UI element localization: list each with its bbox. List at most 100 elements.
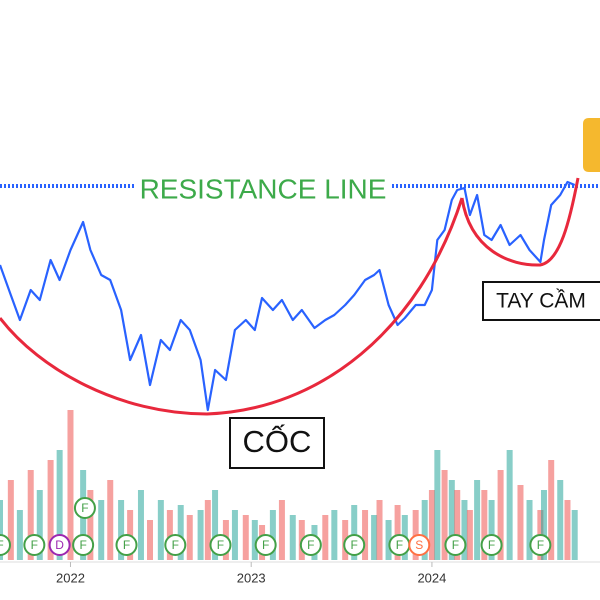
volume-bar	[118, 500, 125, 560]
volume-bar	[47, 460, 54, 560]
event-label: F	[79, 538, 86, 552]
event-badge	[444, 534, 467, 556]
volume-bar	[557, 480, 564, 560]
volume-bar	[540, 490, 547, 560]
event-label: F	[351, 538, 358, 552]
volume-bar	[16, 510, 23, 560]
volume-bar	[197, 510, 204, 560]
event-badge	[408, 534, 431, 556]
volume-bar	[441, 470, 448, 560]
volume-bar	[571, 510, 578, 560]
volume-bar	[428, 490, 435, 560]
volume-bar	[242, 515, 249, 560]
volume-bar	[331, 510, 338, 560]
volume-bar	[212, 490, 219, 560]
volume-bar	[461, 500, 468, 560]
volume-bar	[526, 500, 533, 560]
volume-bar	[474, 480, 481, 560]
volume-bar	[488, 500, 495, 560]
volume-bar	[448, 480, 455, 560]
volume-bar	[107, 480, 114, 560]
volume-bar	[517, 485, 524, 560]
event-badge	[72, 534, 95, 556]
event-badge	[480, 534, 503, 556]
volume-bar	[564, 500, 571, 560]
volume-bar	[278, 500, 285, 560]
price-line	[0, 180, 576, 412]
event-label: F	[452, 538, 459, 552]
volume-bar	[421, 500, 428, 560]
volume-bar	[289, 515, 296, 560]
volume-bar	[351, 505, 358, 560]
event-label: F	[123, 538, 130, 552]
volume-bar	[322, 515, 329, 560]
volume-bar	[269, 510, 276, 560]
callout-bubble	[583, 118, 600, 172]
volume-bar	[204, 500, 211, 560]
event-badge	[299, 534, 322, 556]
x-tick-label: 2022	[56, 570, 85, 585]
event-label: F	[81, 501, 88, 515]
cup-box	[229, 417, 325, 469]
x-axis-band	[0, 562, 600, 600]
x-tick-label: 2024	[417, 570, 446, 585]
volume-bar	[137, 490, 144, 560]
event-label: F	[537, 538, 544, 552]
event-badge	[115, 534, 138, 556]
resistance-label-bg	[134, 168, 392, 202]
event-badge	[48, 534, 71, 556]
volume-bar	[27, 470, 34, 560]
event-label: F	[31, 538, 38, 552]
volume-bar	[166, 510, 173, 560]
volume-bar	[67, 410, 74, 560]
event-label: F	[396, 538, 403, 552]
volume-bar	[506, 450, 513, 560]
volume-bar	[7, 480, 14, 560]
volume-bar	[385, 520, 392, 560]
volume-bar	[177, 505, 184, 560]
event-badge	[0, 534, 11, 556]
volume-bar	[371, 515, 378, 560]
event-label: F	[262, 538, 269, 552]
volume-bar	[147, 520, 153, 560]
resistance-label: RESISTANCE LINE	[140, 173, 387, 204]
volume-bar	[362, 510, 369, 560]
volume-bar	[186, 515, 193, 560]
event-label: F	[307, 538, 314, 552]
event-badge	[164, 534, 187, 556]
event-label: S	[415, 538, 423, 552]
volume-bar	[466, 510, 473, 560]
event-badge	[73, 497, 96, 519]
event-badge	[529, 534, 552, 556]
cup-label: CỐC	[243, 423, 312, 459]
event-badge	[23, 534, 46, 556]
volume-bar	[0, 500, 3, 560]
x-tick-label: 2023	[237, 570, 266, 585]
event-label: D	[55, 538, 64, 552]
volume-bar	[497, 470, 504, 560]
event-label: F	[488, 538, 495, 552]
handle-box	[482, 281, 600, 321]
handle-curve	[460, 177, 580, 267]
volume-bar	[231, 510, 238, 560]
handle-label: TAY CẦM	[496, 290, 586, 313]
volume-bar	[56, 450, 63, 560]
event-label: F	[0, 538, 4, 552]
volume-bar	[394, 505, 401, 560]
volume-bar	[251, 520, 258, 560]
volume-bar	[98, 500, 105, 560]
event-label: F	[172, 538, 179, 552]
event-badge	[209, 534, 232, 556]
event-badge	[254, 534, 277, 556]
volume-bar	[548, 460, 555, 560]
volume-bar	[157, 500, 164, 560]
cup-curve	[0, 197, 464, 416]
volume-bar	[87, 490, 94, 560]
event-badge	[343, 534, 366, 556]
event-label: F	[217, 538, 224, 552]
volume-bar	[434, 450, 441, 560]
volume-bar	[481, 490, 488, 560]
volume-bar	[36, 490, 43, 560]
volume-bar	[376, 500, 383, 560]
